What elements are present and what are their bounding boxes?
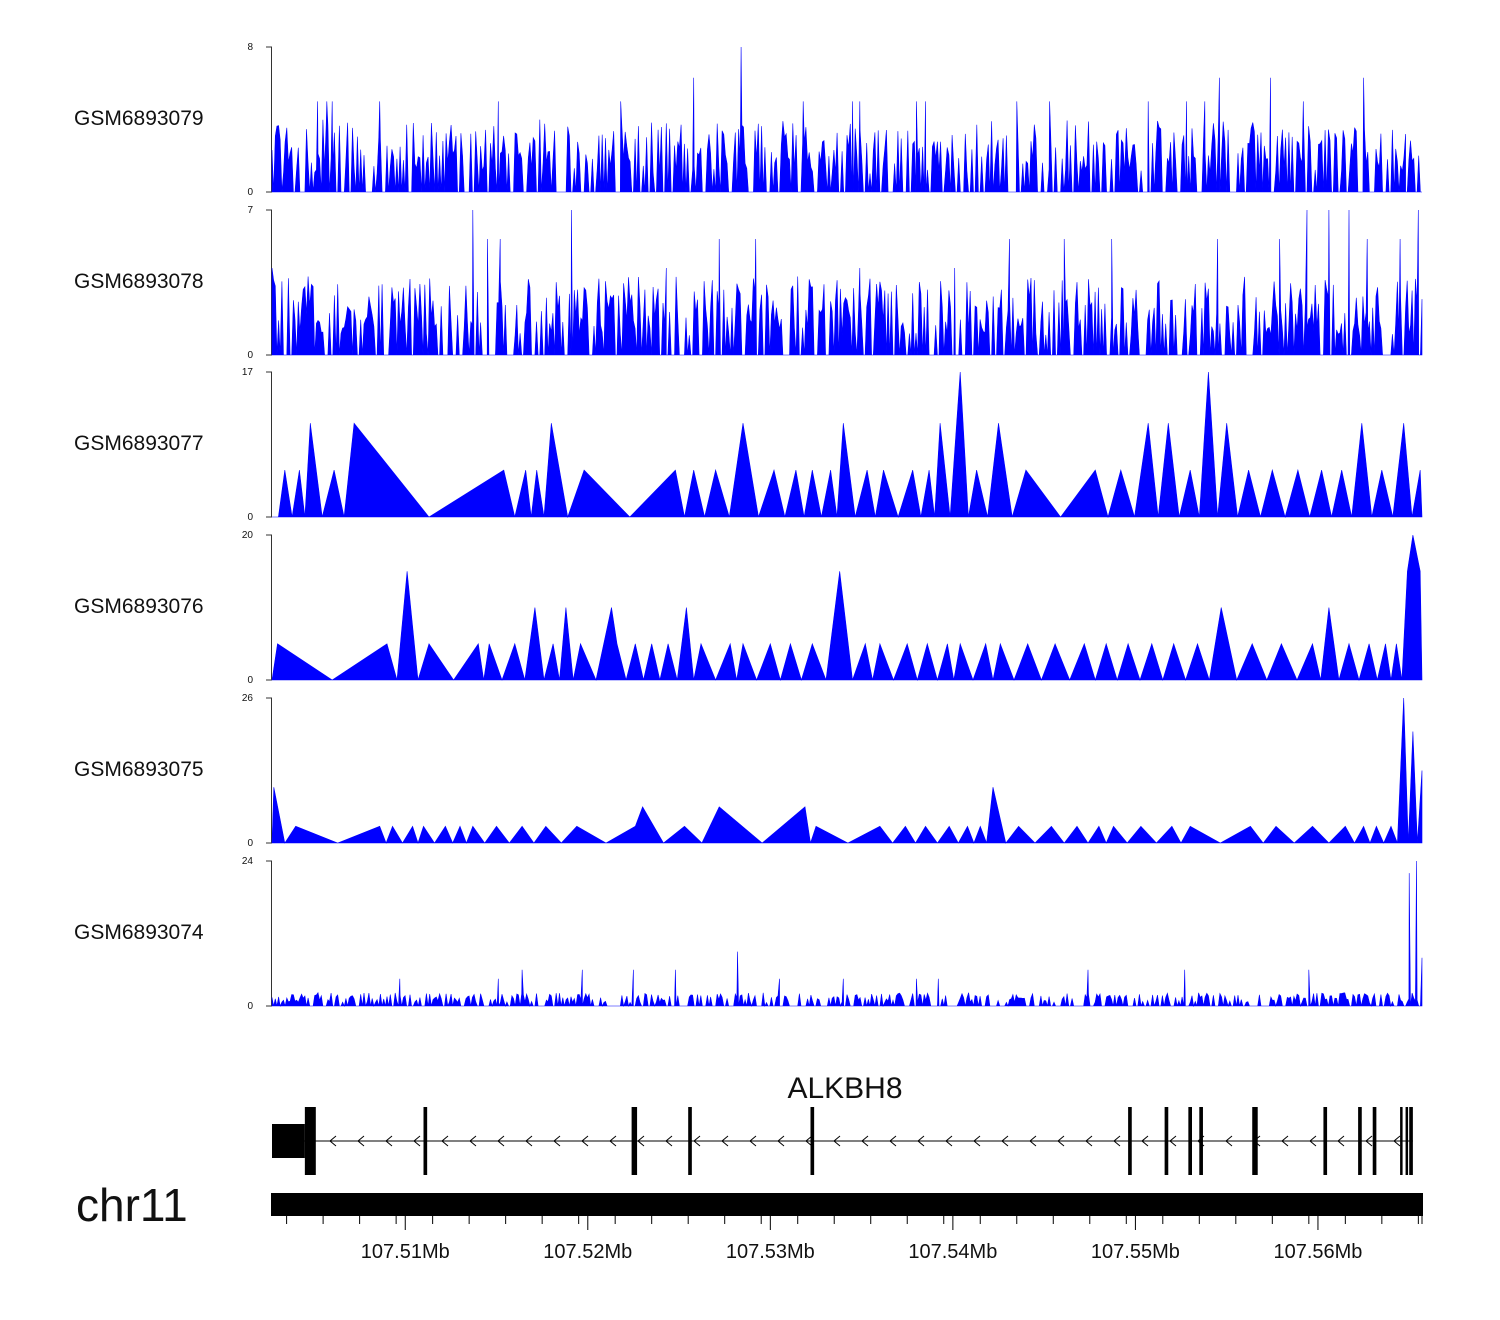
strand-arrow [973, 1135, 981, 1147]
strand-arrow [861, 1135, 869, 1147]
strand-arrow [805, 1135, 813, 1147]
strand-arrow [721, 1135, 729, 1147]
gene-exon [1323, 1107, 1328, 1175]
y-axis-max-label: 17 [242, 367, 254, 378]
strand-arrow [1225, 1135, 1233, 1147]
y-axis-max-label: 7 [247, 205, 253, 216]
gene-exon [1164, 1107, 1169, 1175]
gene-exon [1405, 1107, 1409, 1175]
coverage-area [271, 697, 1423, 844]
strand-arrow [749, 1135, 757, 1147]
track-name-label: GSM6893077 [74, 432, 204, 455]
coverage-area [271, 534, 1423, 682]
strand-arrow [1085, 1135, 1093, 1147]
strand-arrow [1393, 1135, 1401, 1147]
y-axis-min-label: 0 [247, 512, 253, 523]
strand-arrow [329, 1135, 337, 1147]
track-name-label: GSM6893079 [74, 107, 204, 130]
strand-arrow [609, 1135, 617, 1147]
gene-exon [1128, 1107, 1132, 1175]
strand-arrow [1281, 1135, 1289, 1147]
strand-arrow [413, 1135, 421, 1147]
gene-exon [1358, 1107, 1362, 1175]
strand-arrow [469, 1135, 477, 1147]
strand-arrow [1057, 1135, 1065, 1147]
y-axis-max-label: 24 [242, 856, 254, 867]
track-GSM6893079: GSM6893079 8 0 [74, 42, 1422, 198]
coverage-area [271, 860, 1423, 1008]
strand-arrow [385, 1135, 393, 1147]
y-axis-min-label: 0 [247, 187, 253, 198]
gene-exon [1372, 1107, 1377, 1175]
y-axis-max-label: 8 [247, 42, 253, 53]
coverage-tracks: GSM689307980GSM689307870GSM6893077170GSM… [74, 42, 1423, 1012]
gene-exon [423, 1107, 428, 1175]
axis-tick-label: 107.54Mb [908, 1241, 997, 1263]
y-axis-min-label: 0 [247, 675, 253, 686]
strand-arrow [525, 1135, 533, 1147]
axis-tick-label: 107.51Mb [361, 1241, 450, 1263]
strand-arrow [441, 1135, 449, 1147]
gene-exon [1199, 1107, 1203, 1175]
track-GSM6893078: GSM6893078 7 0 [74, 205, 1423, 361]
chromosome-label: chr11 [76, 1179, 188, 1231]
gene-exon [304, 1107, 316, 1175]
axis-tick-label: 107.56Mb [1273, 1241, 1362, 1263]
gene-utr-block [272, 1124, 305, 1158]
strand-arrow [1001, 1135, 1009, 1147]
strand-arrow [357, 1135, 365, 1147]
strand-arrow [497, 1135, 505, 1147]
coverage-area [271, 46, 1422, 193]
y-axis-max-label: 26 [242, 693, 254, 704]
chromosome-bar [271, 1193, 1423, 1216]
track-GSM6893077: GSM6893077 17 0 [74, 367, 1423, 523]
strand-arrow [945, 1135, 953, 1147]
genomic-axis: chr11 107.51Mb 107.52Mb 107.53Mb 107.54Mb 10… [76, 1179, 1423, 1263]
gene-exon [1400, 1107, 1403, 1175]
strand-arrow [553, 1135, 561, 1147]
track-GSM6893075: GSM6893075 26 0 [74, 693, 1423, 849]
gene-exon [810, 1107, 815, 1175]
gene-annotation-track: ALKBH8 [272, 1072, 1413, 1175]
track-name-label: GSM6893074 [74, 921, 204, 944]
gene-exon [1188, 1107, 1192, 1175]
y-axis-max-label: 20 [242, 530, 254, 541]
y-axis-min-label: 0 [247, 1001, 253, 1012]
axis-tick-label: 107.52Mb [543, 1241, 632, 1263]
strand-arrow [1169, 1135, 1177, 1147]
coverage-area [271, 209, 1423, 356]
gene-exon [631, 1107, 638, 1175]
coverage-area [272, 371, 1423, 519]
track-name-label: GSM6893076 [74, 595, 204, 618]
track-name-label: GSM6893078 [74, 270, 204, 293]
strand-arrow [693, 1135, 701, 1147]
gene-name-label: ALKBH8 [787, 1072, 902, 1105]
axis-tick-label: 107.55Mb [1091, 1241, 1180, 1263]
track-GSM6893076: GSM6893076 20 0 [74, 530, 1423, 686]
track-GSM6893074: GSM6893074 24 0 [74, 856, 1423, 1012]
strand-arrow [1365, 1135, 1373, 1147]
strand-arrow [889, 1135, 897, 1147]
strand-arrow [665, 1135, 673, 1147]
strand-arrow [833, 1135, 841, 1147]
gene-exon [1252, 1107, 1258, 1175]
strand-arrow [777, 1135, 785, 1147]
y-axis-min-label: 0 [247, 350, 253, 361]
strand-arrow [637, 1135, 645, 1147]
axis-tick-label: 107.53Mb [726, 1241, 815, 1263]
track-name-label: GSM6893075 [74, 758, 204, 781]
strand-arrow [581, 1135, 589, 1147]
y-axis-min-label: 0 [247, 838, 253, 849]
gene-exon [1409, 1107, 1413, 1175]
strand-arrow [917, 1135, 925, 1147]
strand-arrow [1309, 1135, 1317, 1147]
strand-arrow [1029, 1135, 1037, 1147]
strand-arrow [1113, 1135, 1121, 1147]
strand-arrow [1337, 1135, 1345, 1147]
gene-exon [688, 1107, 692, 1175]
strand-arrow [1141, 1135, 1149, 1147]
